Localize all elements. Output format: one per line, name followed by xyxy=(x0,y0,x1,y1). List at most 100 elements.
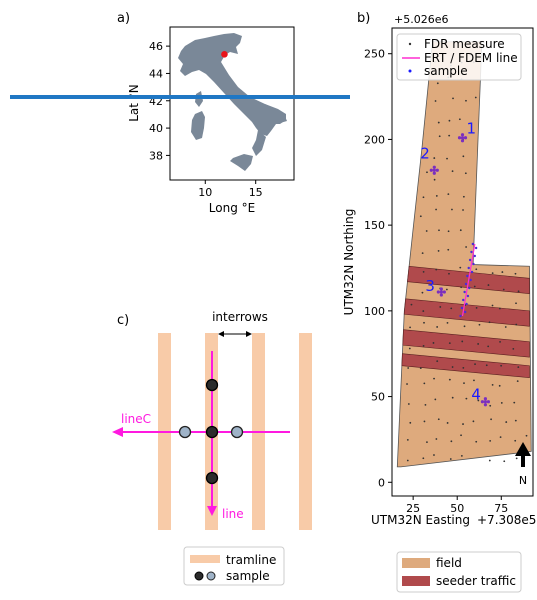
line-arrowhead xyxy=(207,506,217,516)
fdr-point xyxy=(434,100,437,102)
fdr-point xyxy=(419,367,422,370)
fdr-point xyxy=(451,170,454,173)
ert-point xyxy=(460,306,464,310)
ert-point xyxy=(474,246,478,250)
sample-point xyxy=(439,290,443,294)
fdr-point xyxy=(478,323,481,326)
sample-point xyxy=(439,293,443,297)
fdr-point xyxy=(490,418,492,421)
fdr-point xyxy=(409,326,411,329)
ert-point xyxy=(465,302,468,306)
italy-heel xyxy=(265,104,287,123)
panel-b-y-ticks: 0 50 100 150 200 250 xyxy=(364,48,392,489)
fdr-point xyxy=(487,345,490,348)
fdr-point xyxy=(436,326,439,328)
fdr-point xyxy=(448,378,451,381)
fdr-point xyxy=(500,402,503,404)
fdr-point xyxy=(434,398,437,401)
fdr-point xyxy=(425,230,428,232)
sample-id-label: 4 xyxy=(471,386,481,404)
fdr-point xyxy=(409,421,412,424)
seeder-traffic-band xyxy=(402,329,530,358)
fdr-point xyxy=(462,195,465,198)
fdr-point xyxy=(438,229,440,232)
interrows-label: interrows xyxy=(212,310,268,324)
fdr-point xyxy=(502,288,505,291)
fdr-point xyxy=(477,399,480,402)
fdr-point xyxy=(437,121,440,124)
ert-point xyxy=(471,242,475,246)
fdr-point xyxy=(446,157,448,160)
fdr-point xyxy=(501,271,504,273)
fdr-point xyxy=(406,459,409,462)
sample-point xyxy=(432,165,436,169)
x-tick-label: 10 xyxy=(198,186,212,199)
fdr-point xyxy=(514,439,517,442)
fdr-point xyxy=(447,248,450,251)
tramline-4 xyxy=(299,333,312,530)
fdr-point xyxy=(432,342,435,344)
fdr-point xyxy=(451,396,454,399)
sample-id-label: 3 xyxy=(425,277,435,295)
fdr-point xyxy=(439,306,442,308)
fdr-point xyxy=(450,307,453,310)
seeder-traffic-band xyxy=(403,298,530,327)
ert-point xyxy=(463,310,467,314)
fdr-measure-points xyxy=(406,60,528,463)
sample-point xyxy=(483,397,488,401)
legend-fdr-label: FDR measure xyxy=(424,37,505,51)
fdr-point xyxy=(513,401,516,404)
seeder-legend-swatch xyxy=(402,576,430,586)
sample-point xyxy=(429,168,433,172)
italy-calabria xyxy=(252,130,266,156)
fdr-point xyxy=(475,440,478,443)
sample-point xyxy=(483,403,488,407)
fdr-point xyxy=(435,268,438,271)
ert-point xyxy=(466,294,470,298)
ert-point xyxy=(462,298,465,302)
north-arrow: N xyxy=(515,442,531,487)
fdr-point xyxy=(407,367,410,369)
study-site-marker xyxy=(221,51,228,58)
sample-dot-dark xyxy=(205,471,219,485)
north-arrow-shaft xyxy=(521,455,525,467)
sample-point xyxy=(432,168,436,172)
fdr-point xyxy=(446,321,449,324)
italy-mainland xyxy=(178,33,286,136)
interrows-arrow-left xyxy=(218,331,224,337)
fdr-point xyxy=(499,436,502,438)
north-arrow-head xyxy=(515,442,531,456)
legend-tramline-swatch xyxy=(190,555,220,563)
fdr-point xyxy=(448,119,451,122)
fdr-point xyxy=(500,364,503,367)
x-tick-label: 15 xyxy=(249,186,263,199)
fdr-point xyxy=(459,229,462,232)
fdr-point xyxy=(460,434,462,437)
fdr-point xyxy=(474,363,476,366)
sample-dots xyxy=(178,378,244,485)
fdr-point xyxy=(504,326,507,328)
fdr-point xyxy=(433,454,435,456)
y-tick-label: 40 xyxy=(149,122,163,135)
fdr-point xyxy=(498,307,501,310)
fdr-point xyxy=(516,380,519,383)
fdr-point xyxy=(525,434,528,437)
legend-fdr-marker xyxy=(408,42,412,46)
field-legend-swatch xyxy=(402,558,430,568)
ert-point xyxy=(468,286,471,290)
fdr-point xyxy=(460,286,463,289)
y-tick-label: 0 xyxy=(378,476,385,489)
linec-label: lineC xyxy=(121,412,151,426)
ert-point xyxy=(472,262,475,266)
sample-point xyxy=(460,136,465,140)
fdr-point xyxy=(458,118,461,121)
sample-point xyxy=(460,139,465,143)
fdr-point xyxy=(410,303,413,306)
fdr-point xyxy=(426,171,428,174)
north-label: N xyxy=(519,474,527,487)
field-legend: field seeder traffic xyxy=(396,551,522,593)
fdr-point xyxy=(485,364,488,367)
